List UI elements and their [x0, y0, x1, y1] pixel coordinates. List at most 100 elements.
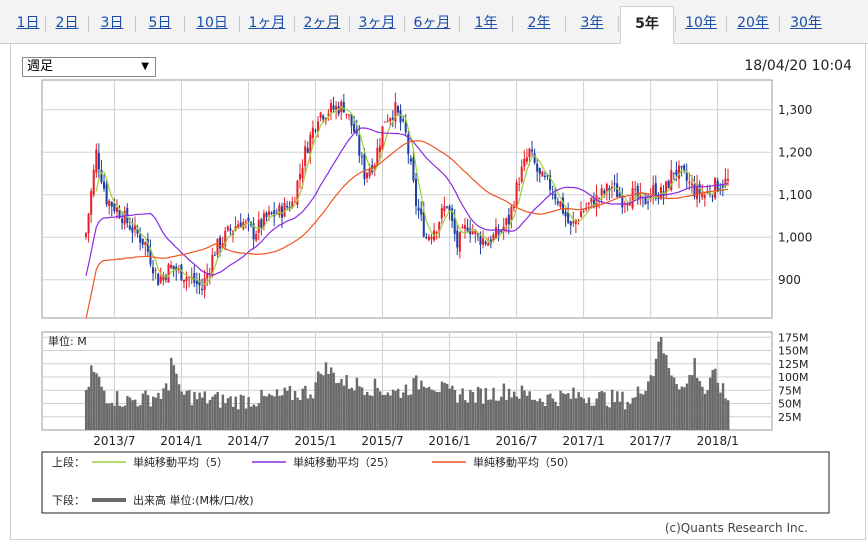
volume-bar	[180, 391, 183, 430]
volume-bar	[283, 387, 286, 430]
tab-period-2[interactable]: 3日	[100, 15, 124, 31]
tab-period-14[interactable]: 20年	[737, 15, 769, 31]
candle-body	[551, 193, 554, 195]
volume-bar	[675, 384, 678, 430]
candle-body	[293, 201, 296, 203]
tab-separator	[294, 16, 295, 32]
tab-period-10[interactable]: 2年	[527, 15, 551, 31]
candle-body	[113, 203, 116, 212]
candle-body	[386, 120, 389, 122]
volume-bar	[118, 405, 121, 430]
candle-body	[420, 208, 423, 215]
candle-body	[639, 192, 642, 199]
candle-body	[200, 288, 204, 290]
candle-body	[345, 113, 348, 115]
volume-bar	[422, 386, 426, 430]
tab-period-9[interactable]: 1年	[474, 15, 498, 31]
candle-body	[528, 148, 531, 158]
candle-body	[322, 115, 325, 120]
tab-period-1[interactable]: 2日	[55, 15, 79, 31]
volume-bar	[216, 391, 219, 430]
candle-body	[425, 237, 428, 239]
candle-body	[652, 185, 655, 195]
candle-body	[255, 233, 258, 241]
volume-bar	[358, 386, 361, 430]
volume-bar	[255, 406, 258, 430]
volume-bar	[714, 368, 717, 430]
candle-interval-select[interactable]: 週足 ▼	[22, 57, 156, 77]
candle-body	[559, 201, 562, 207]
candle-body	[598, 198, 601, 200]
volume-bar	[185, 390, 188, 430]
candle-body	[378, 145, 381, 152]
tab-period-5[interactable]: 1ヶ月	[248, 15, 286, 31]
volume-bar	[662, 353, 665, 430]
candle-body	[347, 114, 351, 116]
volume-bar	[389, 395, 392, 430]
volume-bar	[90, 365, 93, 430]
tab-period-3[interactable]: 5日	[148, 15, 172, 31]
candle-body	[577, 220, 580, 222]
volume-bar	[443, 382, 446, 430]
volume-bar	[360, 387, 364, 430]
volume-bar	[376, 387, 379, 430]
tab-period-13[interactable]: 10年	[685, 15, 717, 31]
volume-bar	[306, 398, 310, 430]
candle-body	[95, 149, 98, 173]
price-plot-frame	[41, 79, 773, 319]
volume-bar	[193, 391, 196, 430]
volume-bar	[363, 394, 366, 430]
volume-bar	[391, 389, 395, 430]
volume-bar	[337, 382, 341, 430]
candle-body	[291, 201, 294, 208]
volume-bar	[595, 398, 598, 430]
candle-body	[711, 195, 714, 197]
candle-body	[610, 186, 614, 189]
volume-bar	[275, 389, 279, 430]
candle-body	[523, 158, 526, 167]
tab-period-15[interactable]: 30年	[790, 15, 822, 31]
volume-bar	[198, 392, 201, 430]
volume-bar	[628, 404, 632, 430]
candle-body	[443, 206, 446, 212]
candle-body	[677, 165, 681, 179]
candle-body	[198, 279, 201, 286]
tab-period-7[interactable]: 3ヶ月	[358, 15, 396, 31]
candle-body	[175, 266, 178, 271]
tab-period-11[interactable]: 3年	[580, 15, 604, 31]
candle-body	[572, 221, 575, 224]
volume-bar	[280, 395, 284, 430]
tab-period-0[interactable]: 1日	[16, 15, 40, 31]
volume-bar	[683, 387, 686, 430]
volume-bar	[378, 391, 382, 430]
candle-body	[332, 105, 335, 110]
volume-bar	[273, 396, 276, 430]
candle-body	[353, 123, 356, 133]
tab-period-4[interactable]: 10日	[196, 15, 228, 31]
candle-body	[422, 212, 425, 237]
candle-body	[146, 239, 149, 252]
candle-body	[569, 221, 572, 226]
volume-bar	[453, 389, 457, 430]
candle-body	[190, 276, 193, 278]
tab-period-6[interactable]: 2ヶ月	[303, 15, 341, 31]
volume-bar	[237, 409, 240, 430]
volume-bar	[505, 399, 508, 430]
volume-bar	[531, 399, 534, 430]
tab-period-8[interactable]: 6ヶ月	[413, 15, 451, 31]
x-tick-label: 2014/7	[227, 434, 269, 448]
candle-body	[536, 163, 539, 172]
candle-body	[719, 188, 722, 190]
tab-period-12[interactable]: 5年	[620, 6, 674, 44]
candle-body	[721, 185, 724, 189]
candle-body	[554, 193, 557, 200]
volume-bar	[172, 365, 176, 430]
volume-bar	[494, 400, 498, 430]
candle-body	[311, 127, 314, 138]
candle-body	[580, 211, 583, 218]
candle-body	[384, 121, 387, 123]
volume-bar	[396, 388, 400, 430]
volume-bar	[324, 362, 328, 430]
volume-bar	[590, 405, 593, 430]
candle-body	[507, 214, 510, 225]
